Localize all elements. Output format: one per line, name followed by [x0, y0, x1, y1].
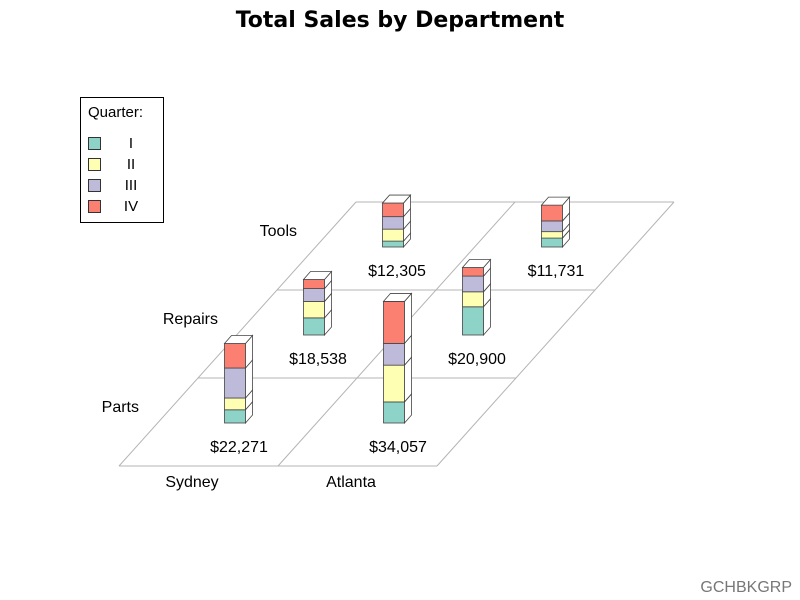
bar-total-label: $22,271	[210, 439, 268, 456]
bar-segment	[303, 301, 325, 319]
bar-total-label: $12,305	[368, 263, 426, 280]
legend-item-q2: II	[88, 156, 158, 173]
bar-segment	[541, 220, 563, 233]
bar-segment	[383, 342, 405, 366]
legend-item-q4: IV	[88, 198, 158, 215]
bar-segment-side	[404, 292, 412, 345]
bar-segment	[382, 216, 404, 230]
column-label: Sydney	[165, 474, 218, 491]
footer-code: GCHBKGRP	[700, 579, 792, 596]
bar-segment	[224, 409, 246, 424]
legend-label: II	[126, 156, 136, 173]
grid-line	[118, 201, 357, 467]
bar-top	[461, 259, 492, 268]
stacked-bar	[382, 292, 413, 425]
bar-top	[302, 271, 333, 280]
bar-top	[540, 196, 571, 206]
bar-segment	[382, 228, 404, 242]
legend-swatch	[88, 137, 101, 150]
bar-segment	[462, 267, 484, 277]
bar-segment	[541, 231, 563, 239]
bar-segment	[462, 275, 484, 293]
legend-title: Quarter:	[88, 104, 144, 121]
bars	[223, 194, 571, 425]
grid-line	[436, 201, 675, 467]
bar-total-label: $20,900	[448, 351, 506, 368]
bar-top	[223, 335, 254, 344]
stacked-bar	[540, 196, 571, 249]
legend-label: I	[128, 135, 134, 152]
legend-swatch	[88, 179, 101, 192]
bar-segment	[382, 202, 404, 218]
stacked-bar	[223, 334, 254, 425]
bar-total-label: $18,538	[289, 351, 347, 368]
bar-top	[382, 293, 413, 302]
legend-swatch	[88, 200, 101, 213]
column-label: Atlanta	[326, 474, 376, 491]
bar-segment	[383, 401, 405, 424]
bar-segment	[462, 306, 484, 336]
bar-segment	[541, 204, 563, 222]
legend: Quarter: I II III IV	[80, 97, 164, 223]
bar-segment	[224, 397, 246, 411]
bar-segment	[303, 279, 325, 289]
bar-segment	[303, 288, 325, 302]
legend-item-q1: I	[88, 135, 158, 152]
row-label: Parts	[102, 399, 139, 416]
bar-segment	[224, 343, 246, 369]
legend-label: IV	[123, 198, 139, 215]
stacked-bar	[461, 258, 492, 337]
row-label: Repairs	[163, 311, 218, 328]
bar-segment	[303, 317, 325, 336]
bar-segment	[382, 240, 404, 248]
chart-title: Total Sales by Department	[235, 8, 565, 33]
legend-label: III	[124, 177, 138, 194]
stacked-bar	[302, 270, 333, 337]
bar-segment	[541, 237, 563, 248]
bar-segment	[224, 367, 246, 399]
legend-swatch	[88, 158, 101, 171]
stacked-bar	[381, 194, 412, 249]
bar-segment	[462, 291, 484, 308]
bar-segment	[383, 364, 405, 403]
row-label: Tools	[260, 223, 297, 240]
bar-total-label: $11,731	[528, 263, 585, 280]
labels: Sydney Atlanta Parts Repairs Tools $12,305 $11…	[102, 223, 585, 491]
bar-segment	[383, 301, 405, 344]
legend-item-q3: III	[88, 177, 158, 194]
bar-top	[381, 194, 412, 204]
bar-total-label: $34,057	[369, 439, 427, 456]
